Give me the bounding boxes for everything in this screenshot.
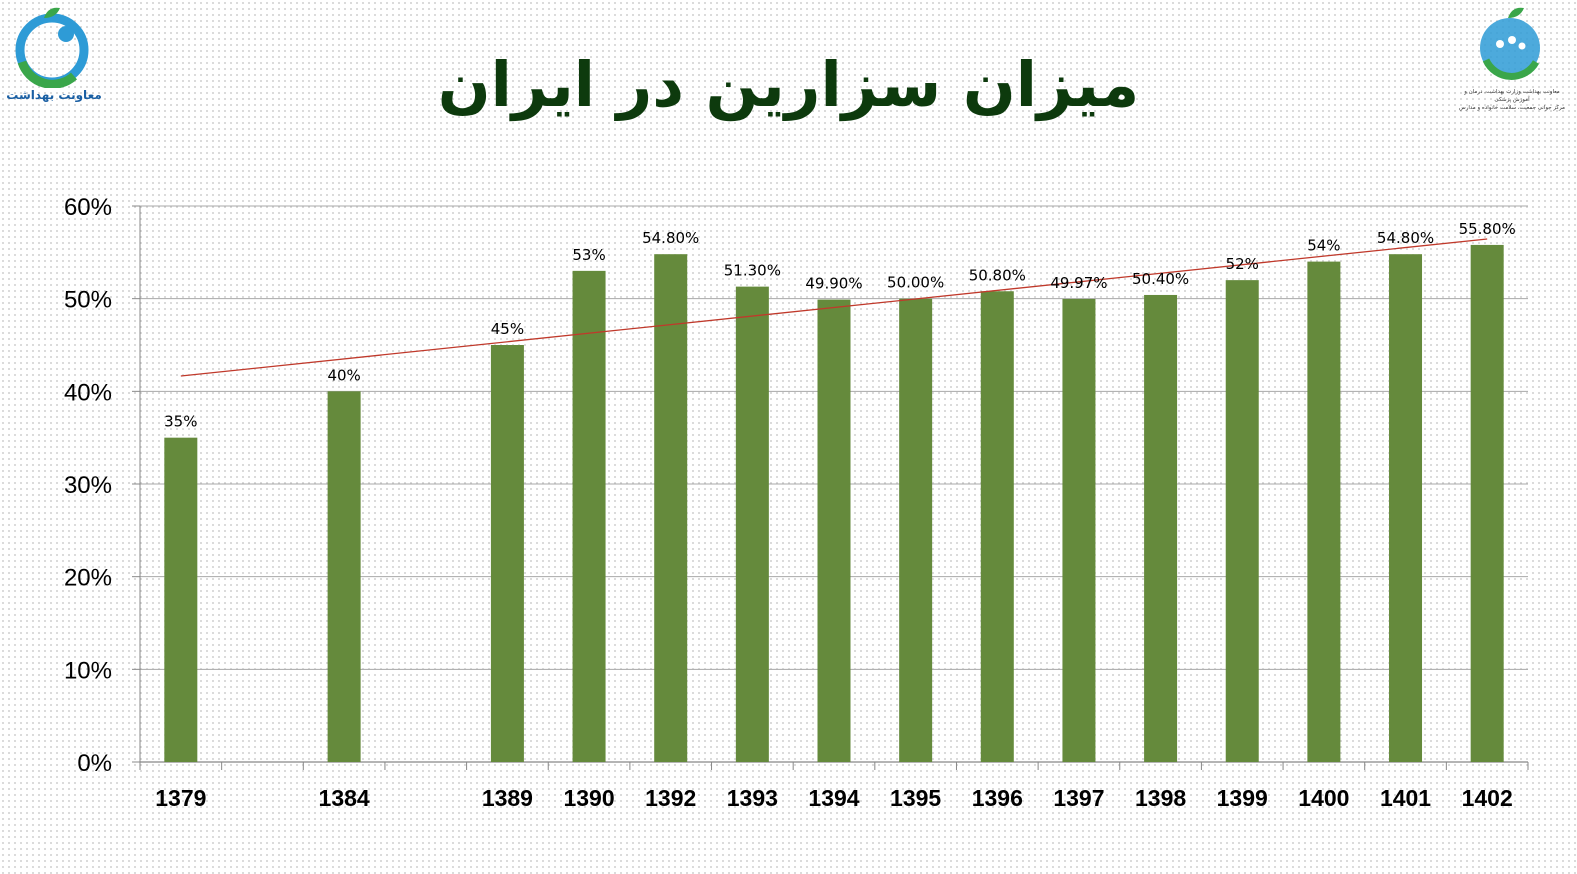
bar (1389, 254, 1423, 763)
data-label: 52% (1226, 255, 1259, 273)
data-label: 49.97% (1050, 274, 1107, 292)
bar (164, 437, 198, 762)
data-label: 50.00% (887, 274, 944, 292)
y-tick-label: 30% (64, 472, 112, 499)
chart-title: میزان سزارین در ایران (437, 48, 1140, 121)
data-label: 55.80% (1459, 220, 1516, 238)
category-label: 1390 (563, 785, 614, 811)
y-tick-label: 20% (64, 565, 112, 592)
family-health-center-logo: معاونت بهداشت وزارت بهداشت، درمان و آموز… (1456, 4, 1568, 112)
category-label: 1392 (645, 785, 696, 811)
bar (1307, 261, 1341, 762)
bar (980, 291, 1014, 762)
bar (327, 391, 361, 762)
bar (1225, 280, 1259, 762)
y-tick-label: 0% (77, 750, 112, 777)
bar (817, 299, 851, 762)
bar (1062, 298, 1096, 762)
bar (572, 270, 606, 762)
bar (899, 298, 933, 762)
category-label: 1395 (890, 785, 941, 811)
category-label: 1397 (1053, 785, 1104, 811)
data-label: 35% (164, 413, 197, 431)
category-label: 1389 (482, 785, 533, 811)
data-label: 50.80% (969, 266, 1026, 284)
apple-ring-icon (15, 7, 89, 89)
logo-right-caption-line1: معاونت بهداشت وزارت بهداشت، درمان و آموز… (1464, 89, 1560, 103)
data-label: 45% (491, 320, 524, 338)
logo-right-caption: معاونت بهداشت وزارت بهداشت، درمان و آموز… (1456, 88, 1568, 112)
y-tick-label: 60% (64, 194, 112, 221)
data-label: 49.90% (805, 275, 862, 293)
data-label: 54.80% (642, 229, 699, 247)
category-label: 1401 (1380, 785, 1431, 811)
data-label: 54.80% (1377, 229, 1434, 247)
category-label: 1393 (727, 785, 778, 811)
y-tick-label: 10% (64, 657, 112, 684)
logo-right-caption-line2: مرکز جوانی جمعیت، سلامت خانواده و مدارس (1458, 105, 1565, 111)
category-label: 1402 (1462, 785, 1513, 811)
category-label: 1394 (808, 785, 859, 811)
category-label: 1398 (1135, 785, 1186, 811)
data-label: 51.30% (724, 262, 781, 280)
bar (1470, 244, 1504, 763)
bar (1144, 294, 1178, 762)
category-label: 1400 (1298, 785, 1349, 811)
bar (654, 254, 688, 763)
health-deputy-logo: معاونت بهداشت (4, 4, 104, 108)
logo-left-caption: معاونت بهداشت (6, 88, 102, 102)
category-label: 1379 (155, 785, 206, 811)
bar (735, 286, 769, 762)
y-tick-label: 40% (64, 379, 112, 406)
data-label: 53% (572, 246, 605, 264)
bar (490, 345, 524, 762)
category-label: 1396 (972, 785, 1023, 811)
y-tick-label: 50% (64, 287, 112, 314)
trendline-path (180, 238, 1488, 377)
category-label: 1384 (319, 785, 370, 811)
bars (164, 244, 1504, 763)
data-label: 54% (1307, 237, 1340, 255)
trendline (180, 238, 1488, 377)
category-label: 1399 (1217, 785, 1268, 811)
data-label: 40% (327, 366, 360, 384)
y-axis-ticks: 0% 10% 20% 30% 40% 50% 60% (64, 194, 112, 777)
x-axis-categories: 1379 1384 1389 1390 1392 1393 1394 1395 1396 1397… (155, 785, 1513, 811)
apple-family-icon (1480, 7, 1540, 80)
data-label: 50.40% (1132, 270, 1189, 288)
data-labels: 35% 40% 45% 53% 54.80% 51.30% 49.90% 50.00% 50.8… (164, 220, 1516, 431)
